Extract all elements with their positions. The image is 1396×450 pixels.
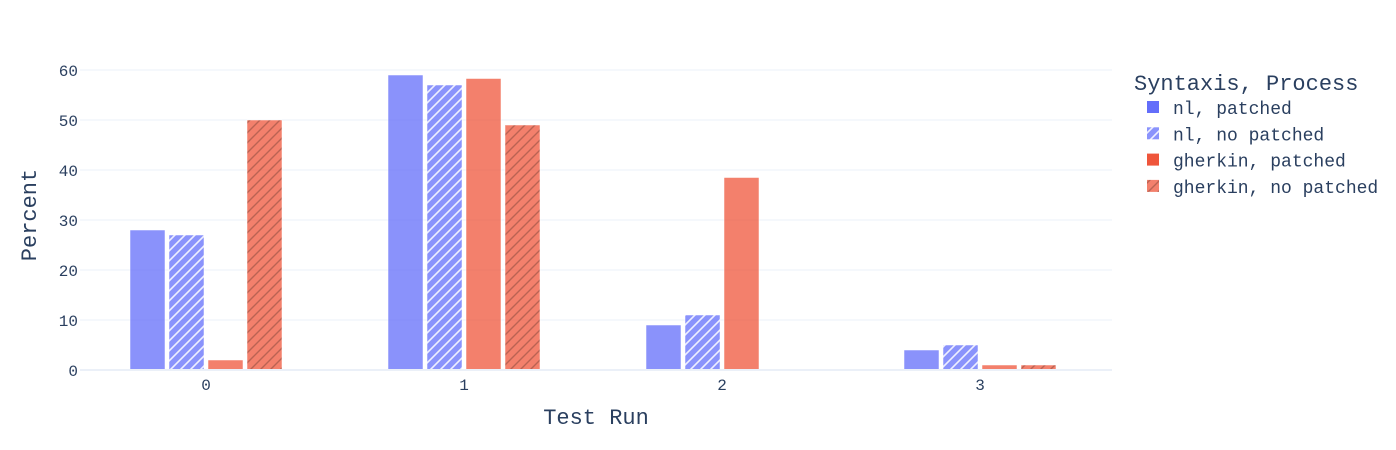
legend-label: gherkin, patched — [1173, 153, 1346, 173]
bars — [129, 74, 1057, 371]
legend-label: nl, patched — [1173, 100, 1292, 120]
x-tick-label: 3 — [975, 377, 985, 395]
y-tick-label: 0 — [68, 363, 78, 381]
legend-title: Syntaxis, Process — [1134, 72, 1358, 97]
y-tick-label: 50 — [59, 113, 78, 131]
x-tick-label: 0 — [201, 377, 211, 395]
bar — [942, 344, 979, 371]
legend-swatch — [1147, 153, 1159, 166]
legend-label: gherkin, no patched — [1173, 179, 1378, 199]
y-tick-label: 40 — [59, 163, 78, 181]
bar — [903, 349, 940, 371]
bar — [684, 314, 721, 371]
legend: Syntaxis, Process nl, patched nl, no patc… — [1134, 72, 1378, 199]
bar — [207, 359, 244, 371]
bar — [129, 229, 166, 371]
y-tick-label: 10 — [59, 313, 78, 331]
legend-swatch — [1147, 101, 1159, 113]
legend-swatch — [1147, 179, 1159, 192]
axes: 0 10 20 30 40 50 60 0 1 2 3 — [59, 63, 1112, 395]
gridlines — [80, 69, 1112, 321]
bar — [387, 74, 424, 371]
bar — [168, 234, 205, 371]
x-tick-label: 1 — [459, 377, 469, 395]
y-axis-title: Percent — [18, 169, 43, 261]
x-axis-title: Test Run — [543, 406, 649, 431]
bar — [246, 119, 283, 371]
legend-swatch — [1147, 127, 1159, 140]
y-tick-label: 30 — [59, 213, 78, 231]
bar — [723, 177, 760, 371]
bar — [426, 84, 463, 371]
bar — [465, 78, 502, 371]
y-tick-label: 20 — [59, 263, 78, 281]
bar — [504, 124, 541, 371]
x-tick-label: 2 — [717, 377, 727, 395]
y-tick-label: 60 — [59, 63, 78, 81]
bar — [645, 324, 682, 371]
legend-label: nl, no patched — [1173, 126, 1324, 146]
